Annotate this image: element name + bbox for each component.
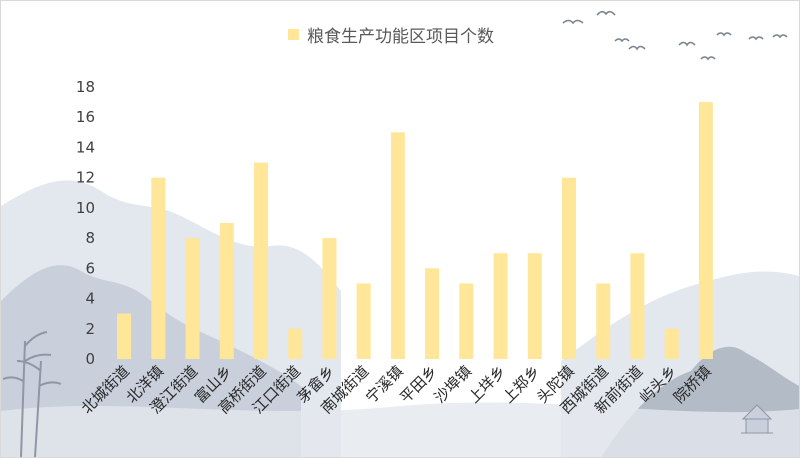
bar bbox=[527, 253, 542, 359]
bird-icon bbox=[678, 41, 696, 47]
bird-icon bbox=[614, 38, 630, 43]
bar bbox=[151, 177, 166, 359]
bird-icon bbox=[772, 34, 788, 39]
bird-icon bbox=[562, 19, 584, 25]
y-tick-label: 16 bbox=[76, 108, 95, 126]
x-category-label: 上垟乡 bbox=[465, 362, 510, 407]
x-category-label: 沙埠镇 bbox=[431, 362, 476, 407]
y-tick-label: 6 bbox=[85, 259, 95, 277]
bar bbox=[664, 328, 679, 359]
bar bbox=[698, 102, 713, 359]
bar bbox=[562, 177, 576, 359]
bird-icon bbox=[700, 56, 716, 61]
bar bbox=[630, 253, 645, 359]
y-tick-label: 14 bbox=[76, 138, 95, 156]
y-axis-tick-labels: 0 2 4 6 8 10 12 14 16 18 bbox=[76, 78, 95, 368]
bamboo-icon bbox=[2, 331, 62, 457]
bar bbox=[185, 238, 200, 359]
birds bbox=[562, 10, 788, 61]
legend-label: 粮食生产功能区项目个数 bbox=[307, 26, 494, 47]
bar bbox=[425, 268, 440, 359]
y-tick-label: 10 bbox=[76, 199, 95, 217]
bird-icon bbox=[628, 45, 646, 51]
bar-series bbox=[117, 102, 713, 359]
bird-icon bbox=[716, 32, 732, 37]
x-category-label: 平田乡 bbox=[396, 362, 441, 407]
bar bbox=[288, 328, 303, 359]
bar bbox=[493, 253, 508, 359]
bar bbox=[459, 283, 474, 359]
bird-icon bbox=[596, 10, 616, 16]
bar bbox=[117, 313, 132, 359]
bar bbox=[254, 162, 268, 359]
bar bbox=[219, 223, 234, 359]
x-category-label: 宁溪镇 bbox=[362, 362, 407, 407]
bar bbox=[356, 283, 371, 359]
y-tick-label: 18 bbox=[76, 78, 95, 96]
mist-band bbox=[1, 402, 799, 457]
pavilion-icon bbox=[741, 404, 773, 434]
y-tick-label: 2 bbox=[85, 320, 95, 338]
legend-swatch bbox=[288, 28, 299, 40]
x-category-label: 上郑乡 bbox=[499, 362, 544, 407]
y-tick-label: 4 bbox=[85, 290, 95, 308]
bar bbox=[390, 132, 405, 359]
y-tick-label: 12 bbox=[76, 169, 95, 187]
legend: 粮食生产功能区项目个数 bbox=[288, 23, 494, 47]
bar bbox=[322, 238, 337, 359]
y-tick-label: 0 bbox=[85, 350, 95, 368]
y-tick-label: 8 bbox=[85, 229, 95, 247]
bar bbox=[596, 283, 611, 359]
bird-icon bbox=[748, 36, 764, 41]
